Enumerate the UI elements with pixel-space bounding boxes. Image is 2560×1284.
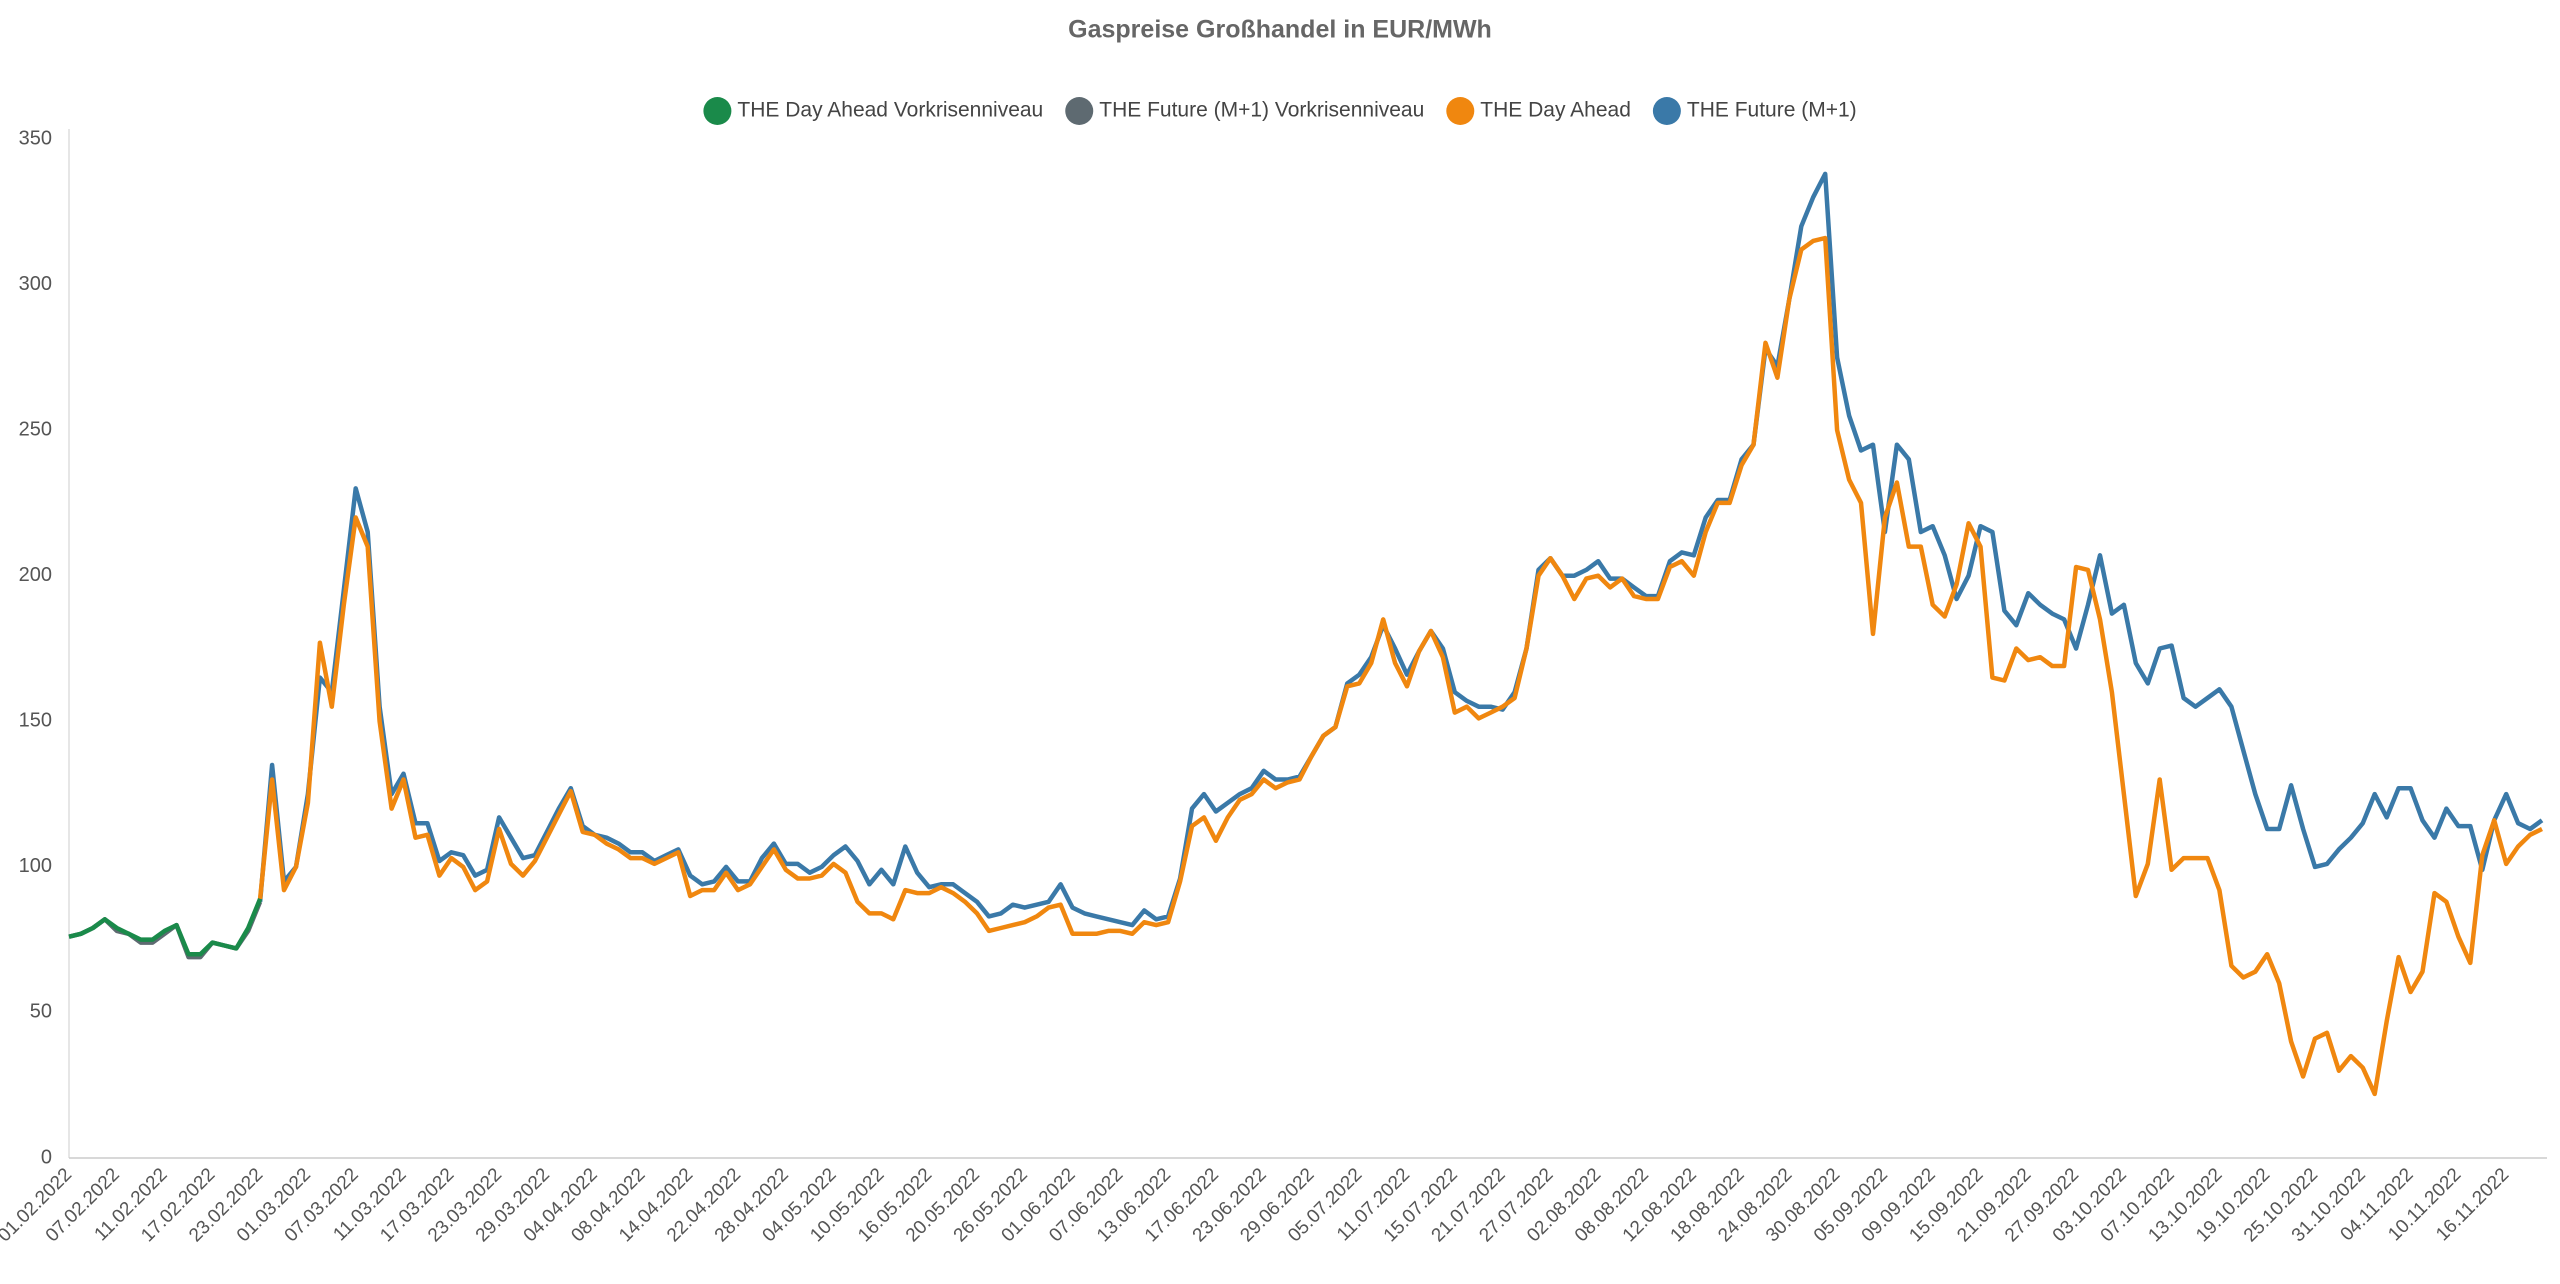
legend: THE Day Ahead Vorkrisenniveau THE Future … <box>703 97 1857 125</box>
y-tick-label: 200 <box>19 564 52 586</box>
legend-label: THE Future (M+1) <box>1687 99 1857 122</box>
y-tick-label: 350 <box>19 127 52 149</box>
y-tick-label: 250 <box>19 418 52 440</box>
y-tick-label: 150 <box>19 710 52 732</box>
series-line <box>68 898 263 957</box>
y-tick-label: 0 <box>41 1146 52 1168</box>
legend-marker <box>1446 97 1475 125</box>
legend-marker <box>1652 97 1681 125</box>
chart-title: Gaspreise Großhandel in EUR/MWh <box>1068 16 1492 44</box>
series-line <box>257 171 2544 928</box>
y-tick-label: 50 <box>30 1001 52 1023</box>
legend-label: THE Future (M+1) Vorkrisenniveau <box>1099 99 1424 122</box>
legend-marker <box>1065 97 1094 125</box>
legend-label: THE Day Ahead <box>1480 99 1631 122</box>
y-tick-label: 300 <box>19 273 52 295</box>
series-line <box>257 235 2543 1097</box>
legend-label: THE Day Ahead Vorkrisenniveau <box>737 99 1043 122</box>
legend-marker <box>703 97 732 125</box>
y-tick-label: 100 <box>19 855 52 877</box>
